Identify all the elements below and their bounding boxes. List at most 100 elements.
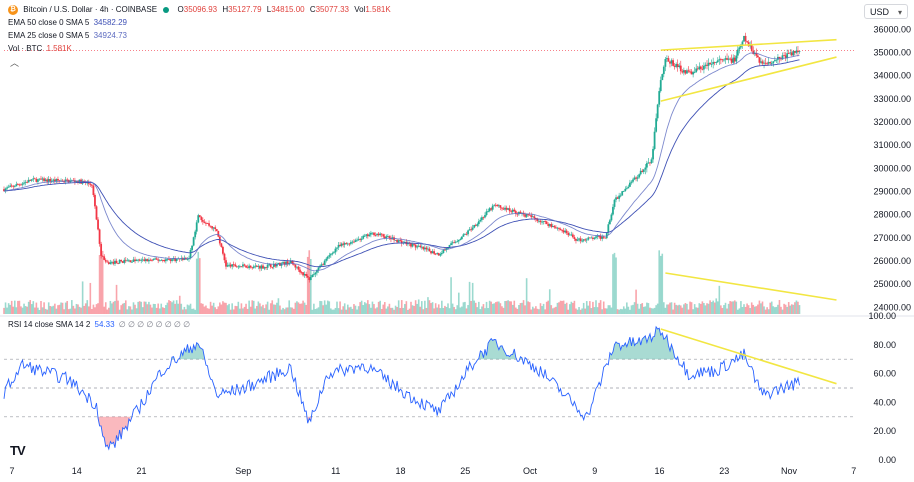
candle-body <box>511 209 514 213</box>
candle-body <box>470 229 473 231</box>
volume-bar <box>171 302 173 314</box>
candle-body <box>433 251 436 254</box>
volume-bar <box>66 301 69 314</box>
volume-bar <box>240 303 243 314</box>
candle-body <box>359 239 362 241</box>
volume-bar <box>766 307 768 314</box>
candle-body <box>773 60 776 62</box>
volume-bar <box>755 306 758 314</box>
volume-bar <box>337 308 340 314</box>
candle-body <box>100 243 103 256</box>
volume-bar <box>494 302 497 314</box>
chevron-up-icon[interactable]: ︿ <box>10 58 20 68</box>
candle-body <box>645 163 648 168</box>
volume-bar <box>254 308 257 314</box>
candle-body <box>653 131 656 150</box>
candle-body <box>238 266 241 268</box>
candle-body <box>104 259 107 262</box>
volume-bar <box>177 303 180 314</box>
volume-bar <box>710 302 713 314</box>
volume-bar <box>50 306 53 314</box>
volume-bar <box>328 301 331 314</box>
volume-bar <box>101 250 104 314</box>
candle-body <box>460 236 463 240</box>
volume-bar <box>252 300 255 314</box>
candle-body <box>427 248 429 250</box>
volume-bar <box>280 309 283 314</box>
volume-bar <box>118 309 121 314</box>
volume-bar <box>530 309 533 314</box>
candle-body <box>710 63 713 65</box>
candle-body <box>787 53 790 55</box>
wedge-lower-trendline <box>660 56 837 102</box>
ema25-legend[interactable]: EMA 25 close 0 SMA 5 34924.73 <box>8 31 127 41</box>
candle-body <box>44 179 47 182</box>
volume-bar <box>733 300 736 314</box>
candle-body <box>345 243 348 244</box>
candle-body <box>784 55 787 59</box>
volume-bar <box>602 301 605 314</box>
candle-body <box>456 241 459 243</box>
volume-bar <box>151 307 153 314</box>
volume-bar <box>49 306 52 314</box>
candle-body <box>220 243 223 247</box>
volume-bar <box>436 307 439 314</box>
volume-bar <box>296 301 298 314</box>
volume-bar <box>29 300 32 314</box>
volume-bar <box>797 301 799 314</box>
candle-body <box>129 260 132 263</box>
volume-bar <box>425 307 428 314</box>
candle-body <box>63 181 66 183</box>
volume-bar <box>618 309 620 314</box>
candle-body <box>723 59 725 61</box>
candle-body <box>632 179 634 182</box>
volume-bar <box>610 307 613 314</box>
candle-body <box>148 259 150 262</box>
volume-bar <box>376 307 378 314</box>
volume-bar <box>462 302 465 314</box>
volume-bar <box>713 302 716 314</box>
volume-bar <box>789 305 792 314</box>
candle-body <box>568 234 571 236</box>
volume-bar <box>420 301 423 314</box>
volume-bar <box>197 251 200 314</box>
candle-body <box>55 178 58 182</box>
candle-body <box>733 57 736 62</box>
candle-body <box>41 178 44 180</box>
volume-bar <box>504 301 506 314</box>
volume-bar <box>245 303 247 314</box>
volume-bar <box>673 302 676 314</box>
candle-body <box>482 217 485 219</box>
rsi-legend[interactable]: RSI 14 close SMA 14 2 54.33 ∅ ∅ ∅ ∅ ∅ ∅ … <box>8 320 190 330</box>
ema50-legend[interactable]: EMA 50 close 0 SMA 5 34582.29 <box>8 18 127 28</box>
currency-select[interactable]: USD ▾ <box>864 4 908 19</box>
candle-body <box>490 208 493 210</box>
volume-bar <box>536 308 539 314</box>
volume-bar <box>55 308 58 314</box>
volume-bar <box>501 306 503 314</box>
volume-bar <box>165 305 167 314</box>
candle-body <box>573 237 576 239</box>
volume-bar <box>609 305 611 314</box>
volume-bar <box>168 300 170 314</box>
candle-body <box>296 266 298 268</box>
candle-body <box>322 264 325 266</box>
volume-bar <box>616 309 619 314</box>
volume-bar <box>545 301 548 314</box>
volume-bar <box>626 302 628 314</box>
volume-bar <box>71 300 73 314</box>
volume-bar <box>693 304 696 314</box>
volume-bar <box>582 302 585 314</box>
volume-bar <box>175 300 178 314</box>
candle-body <box>57 178 59 181</box>
volume-bar <box>89 282 92 314</box>
candle-body <box>274 263 277 267</box>
volume-bar <box>114 300 116 314</box>
volume-bar <box>228 303 230 314</box>
volume-bar <box>308 250 311 314</box>
candle-body <box>440 253 443 255</box>
volume-legend[interactable]: Vol · BTC 1.581K <box>8 44 72 54</box>
volume-bar <box>781 309 784 314</box>
candle-body <box>109 262 112 264</box>
